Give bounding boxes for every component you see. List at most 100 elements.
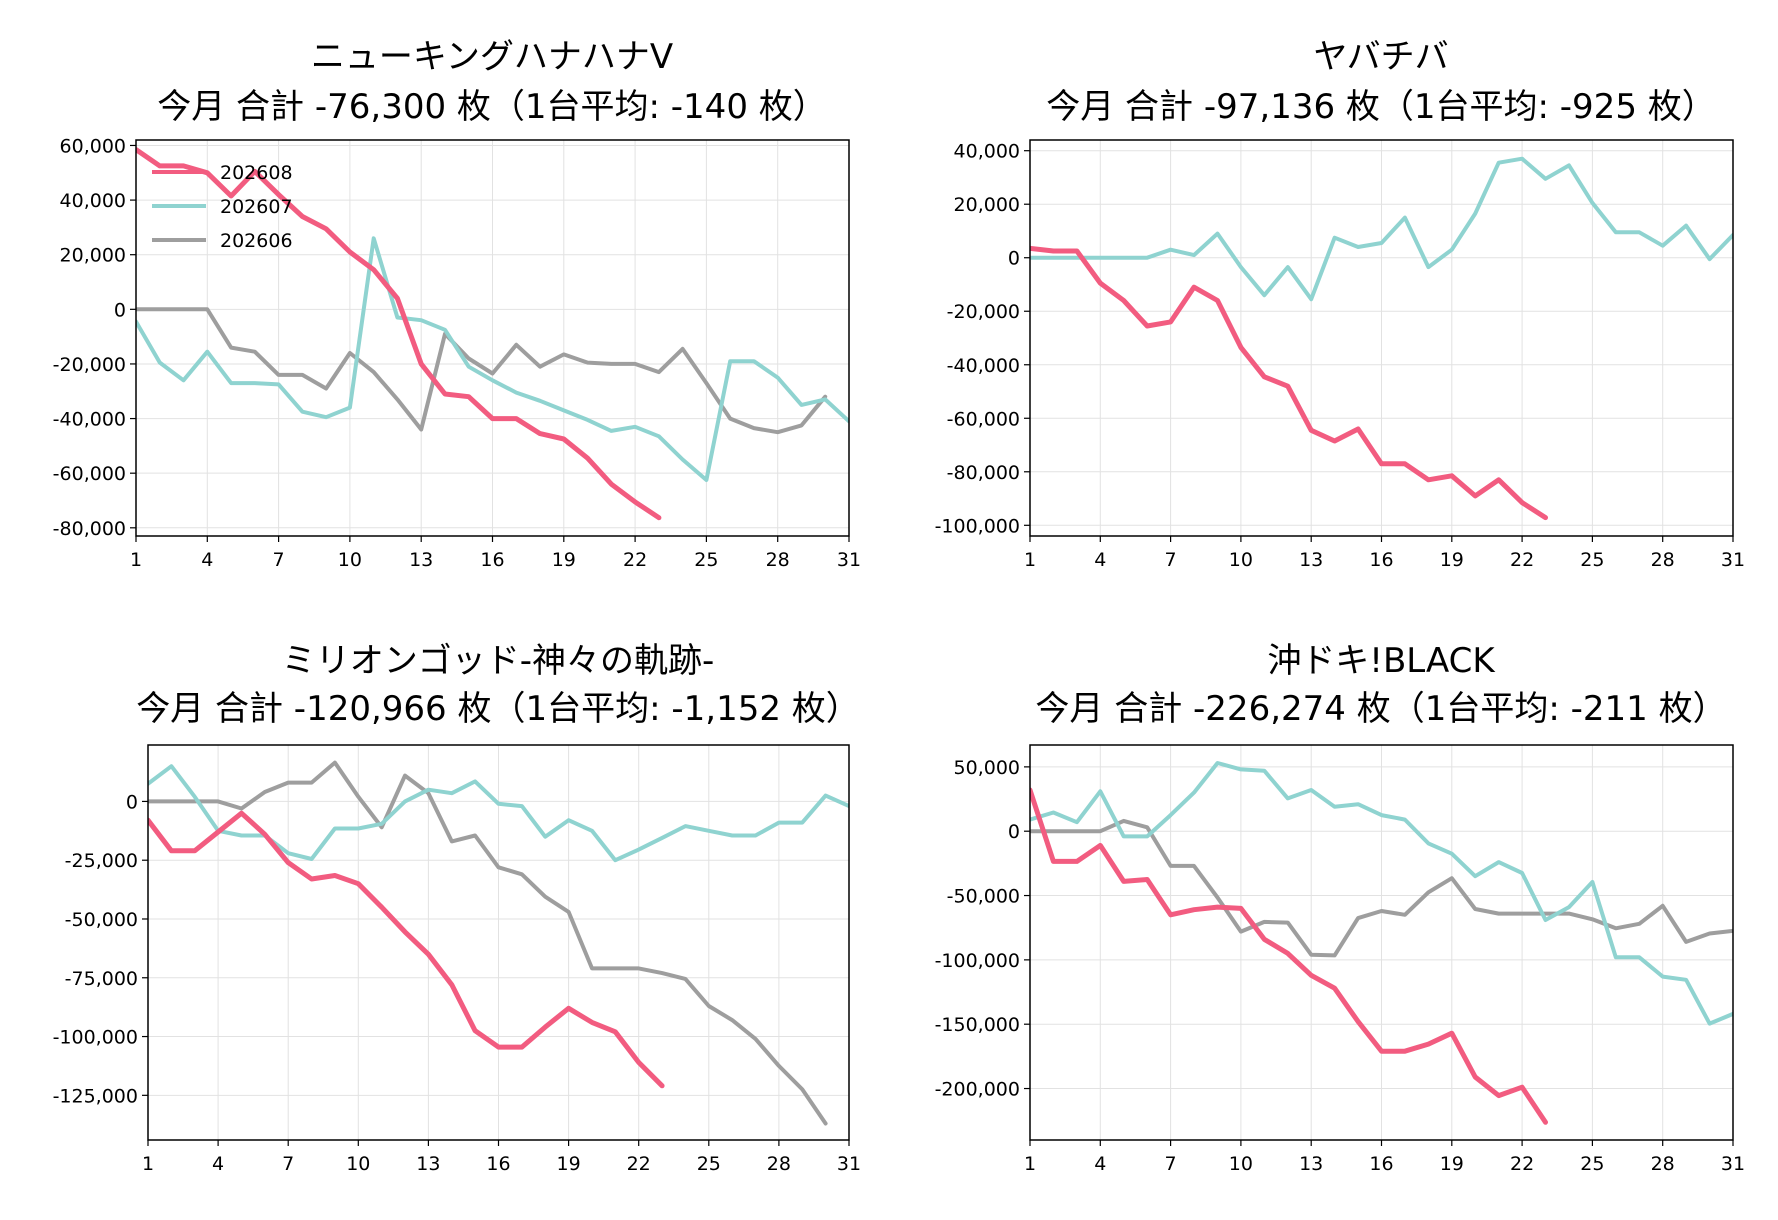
x-tick-label: 7 xyxy=(1165,549,1177,571)
chart-panel-4: 沖ドキ!BLACK 今月 合計 -226,274 枚（1台平均: -211 枚） 1… xyxy=(935,641,1746,1175)
plot-frame xyxy=(135,139,850,537)
y-tick-label: 0 xyxy=(114,299,126,321)
x-tick-label: 10 xyxy=(338,549,362,571)
x-tick-label: 4 xyxy=(201,549,213,571)
legend: 202608 202607 202606 xyxy=(152,162,293,252)
chart-title: ヤバチバ xyxy=(1313,37,1448,77)
legend-label: 202606 xyxy=(220,230,293,252)
chart-title: ニューキングハナハナV xyxy=(311,37,673,77)
y-tick-label: 60,000 xyxy=(60,135,126,157)
plot-frame xyxy=(1029,744,1734,1141)
y-tick-label: 20,000 xyxy=(954,194,1020,216)
y-tick-label: -80,000 xyxy=(53,518,126,540)
y-tick-label: -125,000 xyxy=(53,1085,138,1107)
y-tick-label: -40,000 xyxy=(947,355,1020,377)
y-tick-label: -25,000 xyxy=(65,850,138,872)
x-tick-label: 7 xyxy=(273,549,285,571)
x-tick-label: 19 xyxy=(557,1153,581,1175)
y-tick-label: 50,000 xyxy=(954,757,1020,779)
y-tick-label: -20,000 xyxy=(947,301,1020,323)
x-tick-label: 19 xyxy=(1440,549,1464,571)
x-tick-label: 28 xyxy=(766,549,790,571)
x-tick-label: 28 xyxy=(1651,1153,1675,1175)
y-tick-label: 0 xyxy=(1008,248,1020,270)
y-tick-label: -100,000 xyxy=(935,950,1020,972)
x-tick-label: 16 xyxy=(480,549,504,571)
x-tick-label: 31 xyxy=(1721,1153,1745,1175)
x-tick-label: 1 xyxy=(1024,1153,1036,1175)
chart-panel-1: ニューキングハナハナV 今月 合計 -76,300 枚（1台平均: -140 枚）… xyxy=(53,37,861,571)
x-tick-label: 22 xyxy=(623,549,647,571)
y-tick-label: -40,000 xyxy=(53,409,126,431)
chart-subtitle: 今月 合計 -226,274 枚（1台平均: -211 枚） xyxy=(1035,689,1726,729)
plot-frame xyxy=(147,744,850,1141)
x-tick-label: 28 xyxy=(1651,549,1675,571)
legend-label: 202607 xyxy=(220,196,293,218)
x-tick-label: 13 xyxy=(409,549,433,571)
y-tick-label: -80,000 xyxy=(947,462,1020,484)
series-line-202606 xyxy=(136,307,828,435)
chart-title: 沖ドキ!BLACK xyxy=(1267,641,1496,681)
series-line-202607 xyxy=(136,236,849,482)
x-tick-label: 4 xyxy=(212,1153,224,1175)
series-line-202606 xyxy=(148,760,828,1126)
y-tick-label: -75,000 xyxy=(65,968,138,990)
x-tick-label: 22 xyxy=(627,1153,651,1175)
x-tick-label: 7 xyxy=(1165,1153,1177,1175)
plot-frame xyxy=(1029,139,1734,537)
series-line-202607 xyxy=(1030,761,1733,1026)
y-tick-label: 20,000 xyxy=(60,245,126,267)
x-tick-label: 31 xyxy=(1721,549,1745,571)
y-tick-label: 0 xyxy=(126,791,138,813)
series-line-202608 xyxy=(148,810,665,1089)
series-line-202607 xyxy=(1030,156,1733,302)
y-tick-label: -20,000 xyxy=(53,354,126,376)
x-tick-label: 22 xyxy=(1510,549,1534,571)
series-line-202608 xyxy=(1030,245,1548,521)
x-tick-label: 16 xyxy=(1369,1153,1393,1175)
chart-subtitle: 今月 合計 -97,136 枚（1台平均: -925 枚） xyxy=(1046,87,1716,127)
x-tick-label: 1 xyxy=(1024,549,1036,571)
y-tick-label: -50,000 xyxy=(65,909,138,931)
x-tick-label: 25 xyxy=(1580,549,1604,571)
chart-subtitle: 今月 合計 -76,300 枚（1台平均: -140 枚） xyxy=(157,87,827,127)
x-tick-label: 1 xyxy=(130,549,142,571)
x-tick-label: 10 xyxy=(1229,1153,1253,1175)
x-tick-label: 10 xyxy=(346,1153,370,1175)
chart-title: ミリオンゴッド-神々の軌跡- xyxy=(282,641,715,681)
x-tick-label: 1 xyxy=(142,1153,154,1175)
series-line-202606 xyxy=(1030,818,1733,958)
x-tick-label: 13 xyxy=(1299,549,1323,571)
y-tick-label: -60,000 xyxy=(947,408,1020,430)
x-tick-label: 13 xyxy=(1299,1153,1323,1175)
y-tick-label: 0 xyxy=(1008,821,1020,843)
x-tick-label: 16 xyxy=(1369,549,1393,571)
y-tick-label: -60,000 xyxy=(53,463,126,485)
x-tick-label: 10 xyxy=(1229,549,1253,571)
x-tick-label: 28 xyxy=(767,1153,791,1175)
x-tick-label: 4 xyxy=(1094,1153,1106,1175)
y-tick-label: -100,000 xyxy=(935,515,1020,537)
y-tick-label: 40,000 xyxy=(954,141,1020,163)
x-tick-label: 4 xyxy=(1094,549,1106,571)
y-tick-label: -200,000 xyxy=(935,1079,1020,1101)
series-line-202608 xyxy=(136,147,662,521)
y-tick-label: -150,000 xyxy=(935,1014,1020,1036)
x-tick-label: 7 xyxy=(282,1153,294,1175)
series-line-202608 xyxy=(1030,787,1548,1125)
x-tick-label: 25 xyxy=(1580,1153,1604,1175)
y-tick-label: -50,000 xyxy=(947,886,1020,908)
y-tick-label: 40,000 xyxy=(60,190,126,212)
x-tick-label: 25 xyxy=(697,1153,721,1175)
x-tick-label: 22 xyxy=(1510,1153,1534,1175)
x-tick-label: 25 xyxy=(694,549,718,571)
x-tick-label: 13 xyxy=(416,1153,440,1175)
x-tick-label: 31 xyxy=(837,549,861,571)
x-tick-label: 16 xyxy=(486,1153,510,1175)
x-tick-label: 19 xyxy=(552,549,576,571)
chart-panel-3: ミリオンゴッド-神々の軌跡- 今月 合計 -120,966 枚（1台平均: -1,… xyxy=(53,641,862,1175)
legend-label: 202608 xyxy=(220,162,293,184)
y-tick-label: -100,000 xyxy=(53,1027,138,1049)
x-tick-label: 31 xyxy=(837,1153,861,1175)
